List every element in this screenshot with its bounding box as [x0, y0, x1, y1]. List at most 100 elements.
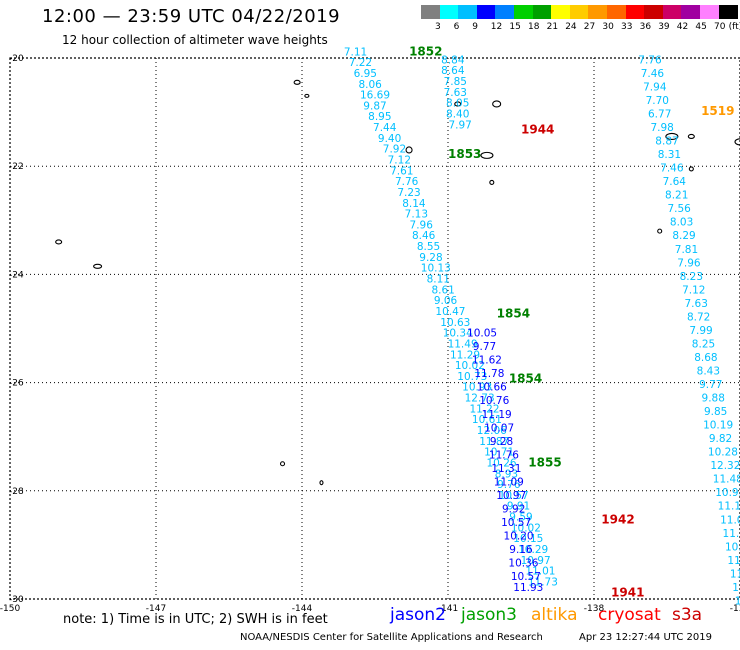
wave-height-value: 8.11 [427, 274, 450, 286]
wave-height-value: 10.36 [508, 558, 538, 570]
wave-height-value: 7.81 [675, 244, 698, 256]
wave-height-value: 8.05 [446, 98, 469, 110]
scale-swatch [495, 5, 515, 19]
wave-height-value: 10.57 [501, 517, 531, 529]
pass-time-label: 1855 [528, 455, 561, 469]
wave-height-value: 11.48 [713, 474, 740, 486]
scale-label: 24 [565, 22, 577, 32]
wave-height-value: 8.14 [402, 198, 426, 210]
scale-label: 36 [639, 22, 652, 32]
wave-height-value: 10.07 [484, 422, 514, 434]
wave-height-value: 7.70 [646, 95, 669, 107]
scale-swatch [439, 5, 459, 19]
pass-time-label: 1942 [601, 512, 634, 526]
pass-time-label: 1944 [521, 123, 554, 137]
wave-height-value: 11.09 [494, 476, 524, 488]
scale-swatch [476, 5, 496, 19]
wave-height-value: 7.96 [677, 257, 701, 269]
pass-time-label: 1519 [701, 104, 734, 118]
scale-label: 21 [546, 22, 559, 32]
island-outline [657, 228, 663, 234]
wave-height-value: 8.31 [658, 149, 681, 161]
island-outline [734, 138, 740, 146]
units-note: note: 1) Time is in UTC; 2) SWH is in fe… [63, 612, 328, 627]
scale-label: 3 [435, 22, 441, 32]
wave-height-value: 9.28 [490, 436, 513, 448]
wave-height-value: 7.61 [390, 165, 413, 177]
wave-height-value: 10.93 [715, 487, 740, 499]
source-credit: NOAA/NESDIS Center for Satellite Applica… [240, 632, 543, 643]
wave-height-value: 9.06 [434, 295, 458, 307]
pass-time-label: 1854 [509, 372, 542, 386]
wave-height-value: 8.43 [697, 365, 720, 377]
latitude-tick-label: -28 [9, 487, 24, 497]
wave-height-value: 9.87 [363, 100, 386, 112]
latitude-tick-label: -24 [9, 270, 24, 280]
island-outline [492, 100, 502, 108]
wave-height-value: 7.64 [663, 176, 687, 188]
wave-height-value: 8.40 [446, 109, 469, 121]
wave-height-value: 9.82 [709, 433, 732, 445]
scale-swatch [662, 5, 682, 19]
wave-height-value: 7.13 [405, 209, 428, 221]
scale-label: 45 [695, 22, 707, 32]
wave-height-value: 10.47 [435, 306, 465, 318]
wave-height-value: 7.85 [444, 76, 467, 88]
wave-height-value: 11.87 [479, 436, 509, 448]
scale-swatch [421, 5, 440, 19]
wave-height-value: 10.97 [496, 490, 526, 502]
wave-height-value: 10.63 [440, 317, 470, 329]
scale-swatch [588, 5, 608, 19]
map-frame [9, 57, 740, 600]
island-outline [688, 166, 694, 172]
island-outline [55, 239, 63, 245]
wave-height-value: 11.01 [525, 566, 555, 578]
wave-height-value: 8.68 [694, 352, 717, 364]
scale-label: 30 [602, 22, 614, 32]
wave-height-value: 8.23 [680, 271, 703, 283]
wave-height-value: 11.21 [727, 555, 740, 567]
wave-height-value: 7.12 [388, 154, 411, 166]
wave-height-value: 8.84 [441, 54, 465, 66]
page-subtitle: 12 hour collection of altimeter wave hei… [62, 33, 328, 47]
scale-label: 9 [472, 22, 478, 32]
wave-height-value: 7.94 [643, 81, 667, 93]
wave-height-value: 10.02 [455, 360, 485, 372]
wave-height-value: 11.62 [472, 355, 502, 367]
wave-height-value: 10.76 [479, 395, 509, 407]
island-outline [293, 79, 301, 85]
scale-swatch [644, 5, 664, 19]
wave-height-value: 11.49 [448, 338, 478, 350]
legend-item-altika: altika [531, 605, 578, 625]
legend-item-cryosat: cryosat [598, 605, 661, 625]
scale-label: 27 [583, 22, 596, 32]
wave-height-value: 10.80 [735, 595, 740, 607]
wave-height-value: 7.99 [689, 325, 712, 337]
wave-height-value: 9.59 [509, 512, 532, 524]
scale-label: 33 [621, 22, 633, 32]
wave-height-value: 9.76 [497, 479, 521, 491]
wave-height-value: 9.40 [378, 133, 401, 145]
wave-height-value: 16.69 [360, 90, 390, 102]
wave-height-value: 6.77 [648, 109, 671, 121]
latitude-tick-label: -30 [9, 595, 24, 605]
scale-label: 6 [453, 22, 460, 32]
wave-height-value: 9.16 [509, 544, 533, 556]
wave-height-value: 8.03 [670, 217, 693, 229]
scale-label: 39 [658, 22, 670, 32]
wave-height-value: 8.95 [368, 111, 391, 123]
scale-label: 15 [509, 22, 521, 32]
scale-swatch [700, 5, 719, 19]
scale-swatch [514, 5, 533, 19]
longitude-tick-label: -138 [584, 604, 605, 614]
wave-height-value: 11.19 [482, 409, 512, 421]
wave-height-value: 9.77 [699, 379, 722, 391]
scale-swatch [532, 5, 552, 19]
wave-height-value: 12.73 [465, 393, 495, 405]
scale-label: 70 [714, 22, 726, 32]
scale-swatch [551, 5, 571, 19]
scale-swatch [607, 5, 626, 19]
pass-time-label: 1853 [448, 147, 481, 161]
wave-height-value: 11.57 [730, 568, 740, 580]
